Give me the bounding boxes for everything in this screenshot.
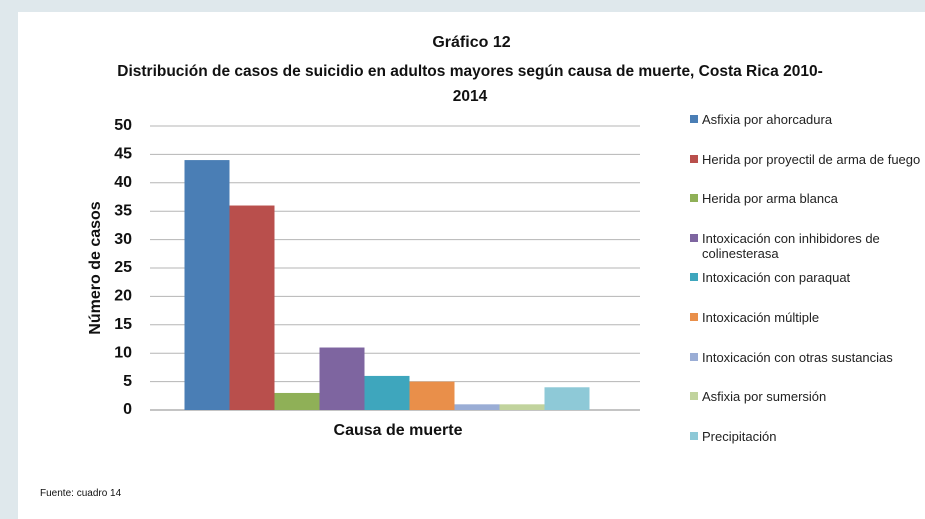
- bar: [274, 392, 320, 410]
- bar: [454, 404, 500, 410]
- y-tick-label: 40: [114, 174, 132, 191]
- bar: [229, 205, 275, 410]
- legend-swatch: [690, 273, 698, 282]
- bar: [319, 347, 365, 410]
- y-tick-label: 25: [114, 259, 132, 276]
- legend-swatch: [690, 392, 698, 401]
- y-tick-label: 30: [114, 231, 132, 248]
- bar: [409, 381, 455, 410]
- legend-label: Intoxicación con inhibidores de colinest…: [702, 230, 880, 261]
- legend-swatch: [690, 431, 698, 440]
- bar: [544, 387, 590, 410]
- chart-panel: 0 5 10 15 20 25 30 35 40 45 50 Número de casos Gráf…: [18, 12, 925, 519]
- legend-label: Herida por proyectil de arma de fuego: [702, 151, 921, 167]
- x-axis-label: Causa de muerte: [333, 422, 463, 439]
- legend-label: Herida por arma blanca: [702, 191, 838, 207]
- legend-label: Intoxicación múltiple: [702, 310, 820, 325]
- legend-swatch: [690, 194, 698, 203]
- source-note: Fuente: cuadro 14: [40, 488, 122, 499]
- legend-swatch: [690, 154, 698, 163]
- legend-swatch: [690, 352, 698, 361]
- y-tick-label: 5: [123, 373, 132, 390]
- y-tick-label: 0: [123, 401, 132, 418]
- legend-label: Intoxicación con otras sustancias: [702, 349, 893, 365]
- chart-title: Gráfico 12: [432, 34, 511, 51]
- y-tick-label: 15: [114, 316, 132, 333]
- legend-label: Asfixia por sumersión: [702, 389, 827, 405]
- legend-label: Asfixia por ahorcadura: [702, 112, 833, 127]
- legend-label: Intoxicación con paraquat: [702, 270, 851, 286]
- y-tick-label: 10: [114, 344, 132, 361]
- bar: [499, 404, 545, 410]
- chart-subtitle: Distribución de casos de suicidio en adu…: [117, 63, 823, 105]
- y-axis-label: Número de casos: [87, 201, 104, 334]
- legend-swatch: [690, 115, 698, 123]
- y-tick-label: 35: [114, 202, 132, 219]
- legend-label: Precipitación: [702, 428, 777, 444]
- y-tick-label: 50: [114, 117, 132, 134]
- bar: [184, 160, 230, 410]
- legend-swatch: [690, 233, 698, 242]
- y-tick-label: 20: [114, 288, 132, 305]
- bar: [364, 375, 410, 410]
- y-tick-label: 45: [114, 146, 132, 163]
- chart: 0 5 10 15 20 25 30 35 40 45 50 Número de casos: [87, 117, 640, 418]
- legend-swatch: [690, 313, 698, 321]
